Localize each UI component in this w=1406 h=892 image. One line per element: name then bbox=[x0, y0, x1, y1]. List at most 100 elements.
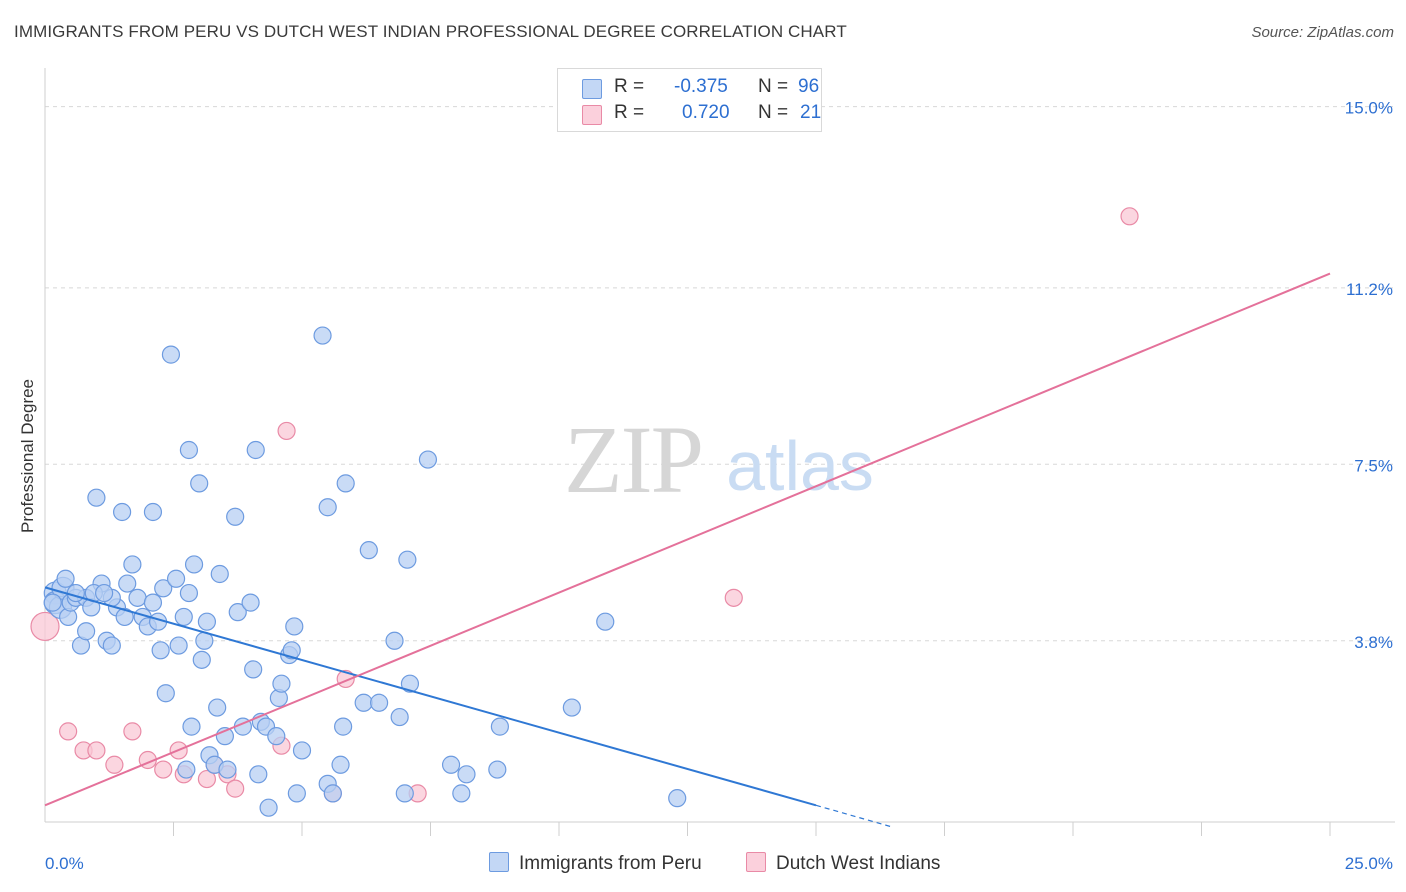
data-point-peru bbox=[292, 741, 312, 760]
data-point-peru bbox=[115, 607, 134, 627]
data-point-dutch bbox=[105, 755, 124, 774]
trendline-peru-extension bbox=[815, 804, 894, 828]
data-point-peru bbox=[390, 707, 409, 727]
legend-swatch-pink bbox=[582, 105, 602, 125]
bottom-legend-label-dutch: Dutch West Indians bbox=[776, 853, 941, 874]
trendline-peru bbox=[44, 586, 817, 807]
data-point-peru bbox=[156, 684, 175, 703]
data-point-peru bbox=[77, 622, 96, 641]
data-point-peru bbox=[313, 326, 332, 345]
legend-swatch-blue bbox=[582, 79, 602, 99]
chart-title: IMMIGRANTS FROM PERU VS DUTCH WEST INDIA… bbox=[14, 22, 847, 41]
data-point-peru bbox=[102, 636, 121, 655]
data-point-peru bbox=[668, 789, 687, 808]
data-point-peru bbox=[190, 474, 209, 493]
data-point-peru bbox=[336, 474, 355, 493]
trendline-dutch bbox=[44, 272, 1331, 807]
data-point-peru bbox=[166, 569, 186, 588]
legend-n-label: N = bbox=[758, 102, 789, 123]
data-point-dutch bbox=[30, 611, 60, 642]
data-point-peru bbox=[398, 550, 417, 569]
data-point-peru bbox=[192, 650, 211, 669]
data-point-peru bbox=[490, 717, 509, 736]
data-point-peru bbox=[226, 507, 245, 526]
legend-n-value: 21 bbox=[800, 102, 822, 123]
data-point-dutch bbox=[154, 760, 173, 779]
data-point-peru bbox=[418, 450, 438, 469]
data-point-peru bbox=[318, 498, 337, 517]
data-point-peru bbox=[259, 798, 278, 817]
bottom-legend-swatch-pink bbox=[746, 852, 766, 872]
data-point-peru bbox=[285, 617, 304, 636]
watermark-zip: ZIP bbox=[564, 406, 702, 513]
data-point-peru bbox=[184, 555, 204, 574]
data-point-peru bbox=[177, 760, 196, 779]
data-point-peru bbox=[154, 579, 173, 598]
bottom-legend-swatch-blue bbox=[489, 852, 509, 872]
data-point-peru bbox=[128, 588, 147, 607]
data-point-peru bbox=[179, 583, 199, 603]
data-point-dutch bbox=[123, 722, 142, 741]
data-point-peru bbox=[354, 693, 373, 712]
data-point-peru bbox=[161, 345, 181, 364]
data-point-peru bbox=[182, 717, 201, 736]
axes bbox=[44, 68, 1395, 836]
data-point-peru bbox=[43, 593, 62, 612]
data-point-peru bbox=[267, 727, 286, 746]
legend-r-label: R = bbox=[614, 76, 645, 97]
data-point-peru bbox=[95, 583, 114, 603]
correlation-legend: R = -0.375 N = 96 R = 0.720 N = 21 bbox=[557, 68, 822, 132]
series-immigrants-from-peru bbox=[43, 326, 687, 817]
data-point-peru bbox=[169, 636, 188, 655]
data-point-dutch bbox=[724, 588, 743, 607]
data-point-peru bbox=[87, 488, 106, 507]
bottom-legend-dutch: Dutch West Indians bbox=[746, 852, 940, 875]
data-point-peru bbox=[395, 784, 414, 803]
data-point-peru bbox=[241, 593, 260, 612]
data-point-peru bbox=[249, 765, 268, 784]
legend-r-value: 0.720 bbox=[682, 102, 730, 123]
data-point-peru bbox=[359, 541, 378, 560]
data-point-dutch bbox=[197, 769, 217, 789]
data-point-dutch bbox=[277, 421, 296, 441]
data-point-dutch bbox=[87, 741, 106, 760]
data-point-peru bbox=[452, 784, 471, 803]
data-point-peru bbox=[197, 612, 217, 631]
tick-labels: 3.8% 7.5% 11.2% 15.0% 0.0% 25.0% bbox=[45, 99, 1393, 873]
data-point-dutch bbox=[226, 779, 245, 798]
y-tick-label: 11.2% bbox=[1346, 280, 1393, 299]
data-point-dutch bbox=[59, 722, 78, 741]
legend-n-label: N = bbox=[758, 76, 789, 97]
x-tick-label: 0.0% bbox=[45, 854, 84, 873]
data-point-peru bbox=[562, 698, 581, 717]
legend-n-value: 96 bbox=[798, 76, 820, 97]
data-point-peru bbox=[179, 440, 199, 460]
data-point-peru bbox=[596, 612, 615, 631]
data-point-peru bbox=[441, 755, 461, 774]
data-point-peru bbox=[282, 641, 301, 660]
bottom-legend-peru: Immigrants from Peru bbox=[489, 852, 702, 875]
grid-lines bbox=[45, 106, 1395, 642]
y-tick-label: 3.8% bbox=[1354, 633, 1393, 652]
data-point-peru bbox=[112, 502, 132, 522]
trend-lines bbox=[44, 272, 1331, 828]
data-point-peru bbox=[370, 693, 389, 712]
data-point-peru bbox=[244, 660, 263, 679]
data-point-peru bbox=[118, 574, 137, 593]
data-point-peru bbox=[228, 603, 247, 622]
data-point-peru bbox=[56, 569, 75, 588]
watermark: ZIP atlas bbox=[564, 406, 874, 513]
data-point-peru bbox=[66, 583, 85, 603]
data-point-peru bbox=[488, 760, 507, 779]
data-point-peru bbox=[272, 674, 291, 693]
data-point-peru bbox=[210, 564, 229, 584]
data-point-peru bbox=[457, 765, 476, 784]
data-point-peru bbox=[334, 717, 353, 736]
bottom-legend-label-peru: Immigrants from Peru bbox=[519, 853, 702, 874]
data-point-peru bbox=[123, 555, 142, 574]
data-point-peru bbox=[151, 641, 170, 660]
data-point-peru bbox=[400, 674, 420, 693]
data-point-peru bbox=[287, 784, 306, 803]
data-point-peru bbox=[143, 502, 163, 522]
